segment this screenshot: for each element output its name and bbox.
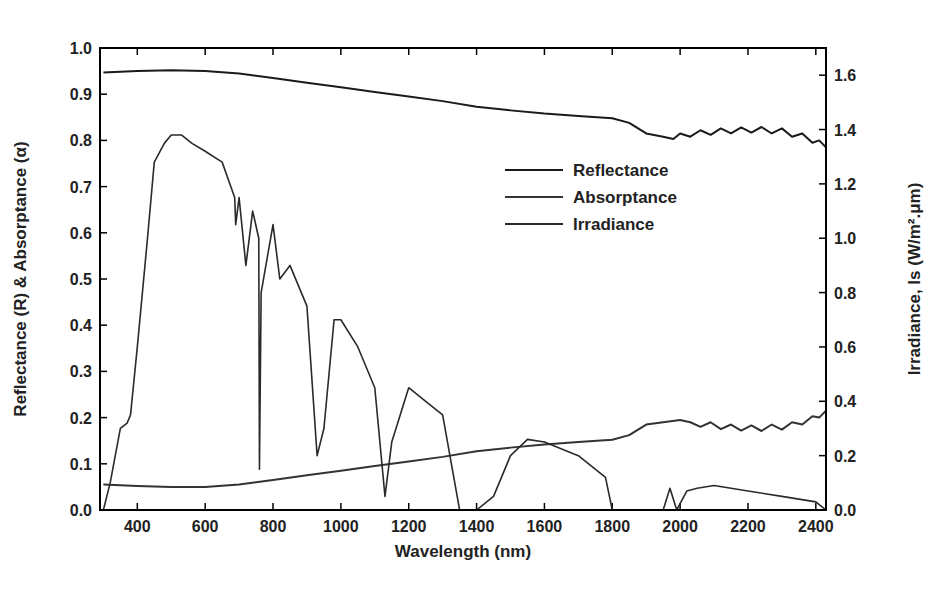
x-tick-label: 1600 (527, 518, 563, 535)
y-tick-label: 0.4 (70, 317, 92, 334)
x-tick-top (204, 48, 206, 55)
x-tick (272, 503, 274, 510)
y2-tick (819, 183, 826, 185)
y-tick-label: 0.2 (70, 410, 92, 427)
y-tick-label: 1.0 (70, 40, 92, 57)
y-tick (100, 93, 107, 95)
x-tick (137, 503, 139, 510)
plot-frame (100, 48, 826, 510)
y2-tick (819, 129, 826, 131)
x-tick-top (612, 48, 614, 55)
x-tick-label: 600 (192, 518, 219, 535)
y-tick-label: 0.9 (70, 86, 92, 103)
series-line (103, 411, 826, 487)
y-tick-label: 0.8 (70, 132, 92, 149)
plot-area (103, 70, 826, 510)
x-tick-top (137, 48, 139, 55)
x-tick (204, 503, 206, 510)
x-tick-top (679, 48, 681, 55)
y-tick (100, 140, 107, 142)
x-tick-top (544, 48, 546, 55)
x-tick-top (340, 48, 342, 55)
legend-swatch (505, 169, 563, 171)
y2-tick (819, 401, 826, 403)
x-tick-label: 1800 (594, 518, 630, 535)
series-line (103, 135, 826, 510)
y2-tick-label: 1.0 (834, 230, 856, 247)
y2-tick (819, 455, 826, 457)
y2-tick-label: 1.2 (834, 176, 856, 193)
x-tick-top (815, 48, 817, 55)
series-line (103, 70, 826, 147)
y-tick (100, 186, 107, 188)
x-tick-label: 2400 (798, 518, 834, 535)
x-tick-top (747, 48, 749, 55)
y2-tick-label: 0.6 (834, 339, 856, 356)
x-tick (544, 503, 546, 510)
y-tick-label: 0.0 (70, 502, 92, 519)
chart: 400 600 800 1000 1200 1400 1600 1800 2000 2200 240… (0, 0, 944, 594)
y-tick-label: 0.5 (70, 271, 92, 288)
x-tick-label: 1400 (459, 518, 495, 535)
y-tick-label: 0.7 (70, 179, 92, 196)
x-tick-label: 2200 (730, 518, 766, 535)
y-tick-label: 0.3 (70, 363, 92, 380)
y2-axis-title: Irradiance, Is (W/m².μm) (905, 183, 924, 376)
y2-tick-label: 1.6 (834, 67, 856, 84)
x-tick (408, 503, 410, 510)
x-tick-label: 1000 (323, 518, 359, 535)
y-tick (100, 324, 107, 326)
x-tick (815, 503, 817, 510)
x-tick-top (272, 48, 274, 55)
y-tick (100, 371, 107, 373)
x-tick-label: 400 (124, 518, 151, 535)
legend-label: Reflectance (573, 161, 668, 180)
x-axis-title: Wavelength (nm) (395, 542, 531, 561)
y2-tick (819, 292, 826, 294)
y2-tick-label: 0.8 (834, 285, 856, 302)
y-tick-label: 0.1 (70, 456, 92, 473)
y2-tick-label: 0.2 (834, 448, 856, 465)
y2-tick (819, 74, 826, 76)
x-tick-top (476, 48, 478, 55)
y2-tick-label: 1.4 (834, 122, 856, 139)
y-tick (100, 232, 107, 234)
y-tick (100, 463, 107, 465)
legend-swatch (505, 223, 563, 225)
x-tick (747, 503, 749, 510)
y-tick (100, 417, 107, 419)
legend-label: Absorptance (573, 188, 677, 207)
y2-tick (819, 237, 826, 239)
y2-tick-label: 0.0 (834, 502, 856, 519)
y2-tick-label: 0.4 (834, 393, 856, 410)
x-tick-label: 2000 (662, 518, 698, 535)
legend-swatch (505, 196, 563, 198)
y-axis-title: Reflectance (R) & Absorptance (α) (11, 141, 30, 416)
x-tick-top (408, 48, 410, 55)
x-tick-label: 800 (260, 518, 287, 535)
x-tick (340, 503, 342, 510)
x-tick-label: 1200 (391, 518, 427, 535)
y-tick (100, 278, 107, 280)
y2-tick (819, 346, 826, 348)
y-tick-label: 0.6 (70, 225, 92, 242)
legend-label: Irradiance (573, 215, 654, 234)
